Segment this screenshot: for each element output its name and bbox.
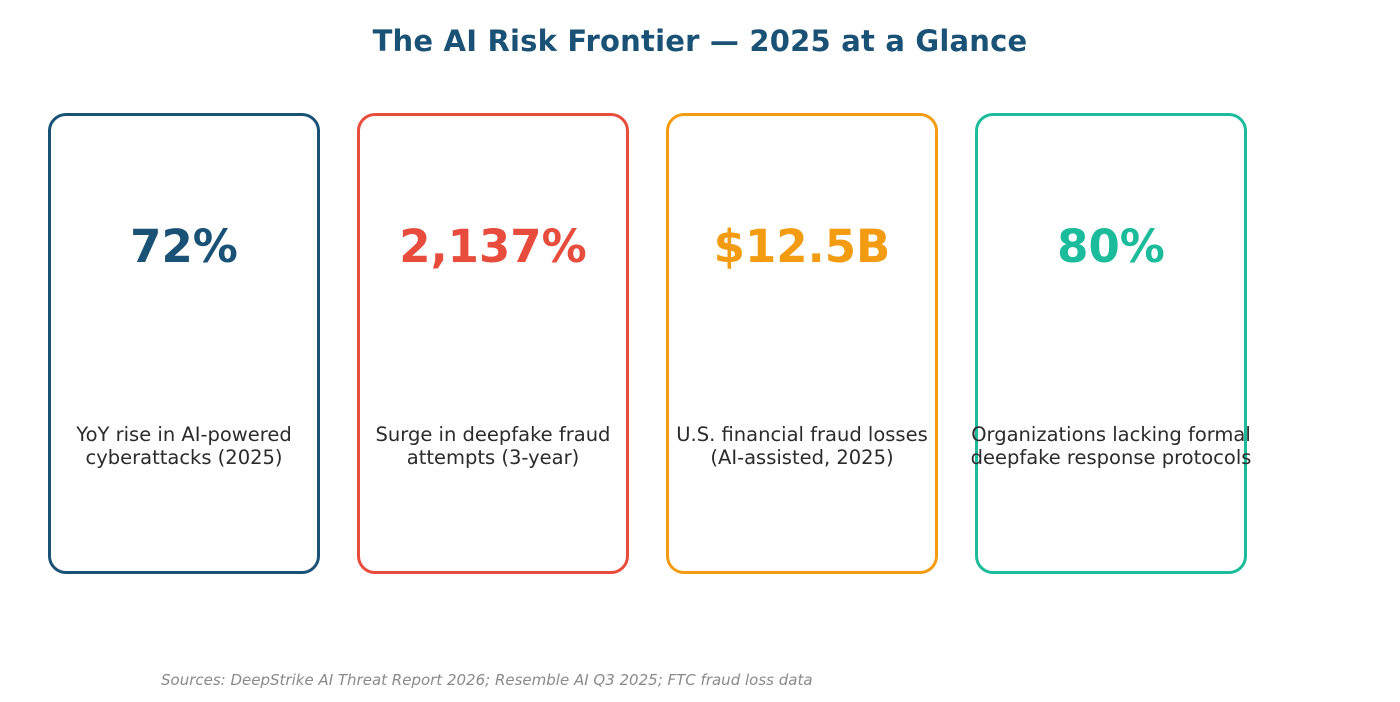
stat-card-ai-cyberattacks: 72% YoY rise in AI-powered cyberattacks … bbox=[48, 113, 320, 574]
stat-card-deepfake-fraud: 2,137% Surge in deepfake fraud attempts … bbox=[357, 113, 629, 574]
stat-value: 2,137% bbox=[399, 220, 587, 273]
source-note: Sources: DeepStrike AI Threat Report 202… bbox=[161, 671, 813, 689]
stat-description: Organizations lacking formal deepfake re… bbox=[970, 423, 1252, 469]
stat-value: 80% bbox=[1057, 220, 1165, 273]
stat-description: Surge in deepfake fraud attempts (3-year… bbox=[375, 423, 611, 469]
stat-description: U.S. financial fraud losses (AI-assisted… bbox=[676, 423, 928, 469]
stat-card-financial-fraud-losses: $12.5B U.S. financial fraud losses (AI-a… bbox=[666, 113, 938, 574]
stat-value: $12.5B bbox=[713, 220, 891, 273]
stat-description: YoY rise in AI-powered cyberattacks (202… bbox=[76, 423, 292, 469]
stat-card-response-protocols: 80% Organizations lacking formal deepfak… bbox=[971, 113, 1251, 574]
page-title: The AI Risk Frontier — 2025 at a Glance bbox=[372, 24, 1028, 58]
stat-value: 72% bbox=[130, 220, 238, 273]
